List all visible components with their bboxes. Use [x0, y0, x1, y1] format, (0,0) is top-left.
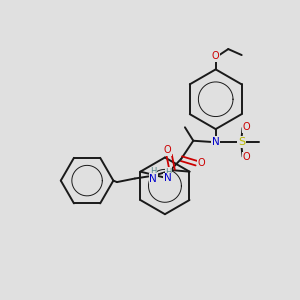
- Text: O: O: [164, 145, 172, 155]
- Text: S: S: [238, 137, 245, 147]
- Text: N: N: [149, 173, 157, 184]
- Text: H: H: [165, 168, 172, 177]
- Text: N: N: [212, 137, 220, 147]
- Text: N: N: [164, 173, 172, 183]
- Text: H: H: [150, 167, 157, 176]
- Text: O: O: [212, 51, 220, 61]
- Text: O: O: [198, 158, 206, 168]
- Text: O: O: [243, 152, 250, 163]
- Text: O: O: [243, 122, 250, 132]
